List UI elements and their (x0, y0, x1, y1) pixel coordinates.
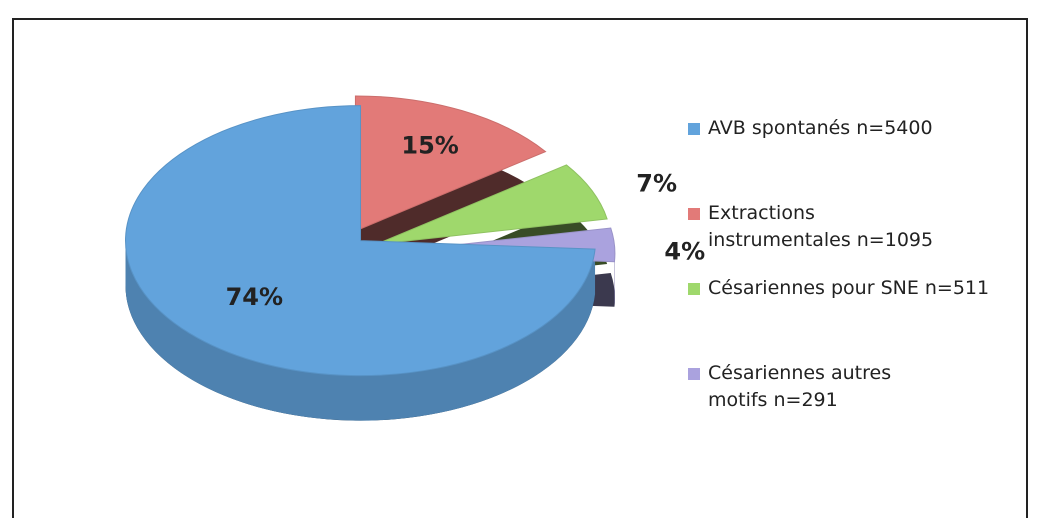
data-label: 7% (636, 170, 677, 198)
legend-swatch (688, 283, 700, 295)
legend-item: Césariennes pour SNE n=511 (688, 275, 1008, 302)
data-label: 15% (401, 132, 458, 160)
page: {"chart_data": {"type": "pie", "categori… (0, 0, 1039, 505)
legend-label: AVB spontanés n=5400 (708, 117, 933, 139)
legend-swatch (688, 123, 700, 135)
legend-label: Césariennes autres motifs n=291 (708, 362, 891, 411)
legend-swatch (688, 368, 700, 380)
legend-label: Césariennes pour SNE n=511 (708, 277, 989, 299)
data-label: 74% (226, 283, 283, 311)
legend-swatch (688, 208, 700, 220)
legend-item: AVB spontanés n=5400 (688, 115, 1008, 142)
legend-label: Extractions instrumentales n=1095 (708, 202, 933, 251)
legend-item: Césariennes autres motifs n=291 (688, 360, 948, 414)
legend-item: Extractions instrumentales n=1095 (688, 200, 948, 254)
